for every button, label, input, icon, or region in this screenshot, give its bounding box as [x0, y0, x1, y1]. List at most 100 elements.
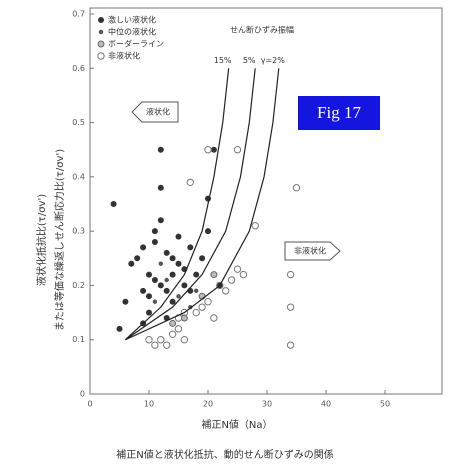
- point: [176, 294, 181, 299]
- point: [157, 336, 165, 344]
- point: [205, 228, 211, 235]
- badge: Fig 17: [317, 103, 361, 122]
- point: [169, 319, 177, 327]
- point: [187, 244, 194, 251]
- point: [180, 336, 189, 344]
- point: [192, 308, 200, 317]
- point: [152, 299, 158, 304]
- y-axis-label: または等価な繰返しせん断応力比(τ/σv'): [53, 149, 66, 331]
- x-axis-label: 補正N値（Na）: [201, 418, 272, 431]
- point: [194, 288, 199, 294]
- y-tick-label: 0.3: [72, 227, 85, 236]
- point: [151, 228, 158, 235]
- curve: [125, 68, 256, 341]
- point: [227, 276, 236, 284]
- point: [239, 270, 248, 279]
- point: [222, 287, 230, 295]
- y-tick-label: 0.5: [72, 118, 85, 127]
- point: [116, 325, 123, 332]
- arrow-box: [284, 241, 341, 261]
- point: [175, 233, 182, 240]
- curve-label: 15%: [214, 56, 232, 65]
- point: [169, 271, 176, 278]
- point: [146, 271, 152, 278]
- arrow-box: [131, 101, 179, 123]
- point: [168, 330, 177, 338]
- legend-label: 非液状化: [108, 51, 140, 61]
- point: [292, 184, 301, 192]
- y-tick-label: 0.4: [72, 172, 85, 181]
- y-tick-label: 0.2: [72, 281, 85, 290]
- point: [157, 217, 164, 224]
- point: [157, 282, 164, 289]
- point: [233, 146, 242, 154]
- point: [163, 341, 171, 349]
- point: [146, 293, 152, 300]
- badge-box: [298, 96, 380, 130]
- point: [233, 265, 242, 273]
- point: [151, 341, 159, 349]
- legend-label: ボーダーライン: [108, 39, 164, 49]
- curve: [124, 68, 230, 341]
- point: [169, 255, 176, 262]
- point: [158, 261, 163, 266]
- point: [122, 298, 129, 305]
- point: [286, 303, 295, 311]
- point: [98, 29, 104, 35]
- point: [128, 260, 135, 267]
- y-tick-label: 0.6: [72, 64, 85, 73]
- point: [157, 184, 164, 191]
- point: [187, 287, 194, 294]
- point: [186, 178, 195, 186]
- point: [151, 239, 158, 245]
- x-tick-label: 50: [380, 400, 390, 409]
- legend-label: 中位の液状化: [108, 27, 156, 37]
- x-tick-label: 20: [203, 400, 213, 409]
- point: [145, 336, 153, 344]
- point: [134, 255, 141, 262]
- annotation: 非液状化: [294, 246, 326, 256]
- y-tick-label: 0.7: [72, 10, 85, 19]
- y-tick-label: 0.1: [72, 335, 85, 344]
- point: [140, 244, 147, 251]
- point: [210, 271, 218, 279]
- point: [157, 146, 164, 153]
- point: [204, 298, 212, 306]
- annotation: 液状化: [146, 107, 170, 117]
- x-tick-label: 40: [321, 400, 331, 409]
- y-tick-label: 0: [80, 390, 85, 399]
- x-tick-label: 30: [262, 400, 272, 409]
- x-tick-label: 10: [144, 400, 154, 409]
- curve-label: γ=2%: [261, 56, 286, 65]
- point: [286, 270, 295, 279]
- legend-label: 激しい液状化: [108, 15, 156, 25]
- point: [198, 303, 206, 311]
- point: [204, 146, 212, 154]
- point: [98, 17, 104, 23]
- point: [146, 309, 152, 316]
- point: [163, 249, 170, 256]
- y-axis-label: 液状化抵抗比(τ/σv'): [35, 194, 48, 286]
- point: [210, 314, 218, 322]
- point: [97, 40, 105, 48]
- annotation: せん断ひずみ振幅: [230, 25, 294, 35]
- point: [164, 277, 169, 283]
- point: [180, 308, 189, 317]
- point: [216, 281, 224, 290]
- point: [151, 277, 158, 283]
- point: [175, 260, 182, 267]
- point: [210, 146, 217, 153]
- point: [199, 255, 206, 262]
- curve-label: 5%: [243, 56, 256, 65]
- curve: [125, 68, 280, 341]
- point: [286, 341, 295, 349]
- plot-frame: [89, 7, 443, 395]
- chart-title: 補正N値と液状化抵抗、動的せん断ひずみの関係: [116, 448, 333, 461]
- point: [193, 271, 200, 278]
- point: [169, 298, 176, 305]
- point: [97, 52, 105, 60]
- point: [140, 287, 147, 294]
- point: [163, 287, 170, 294]
- point: [251, 222, 259, 230]
